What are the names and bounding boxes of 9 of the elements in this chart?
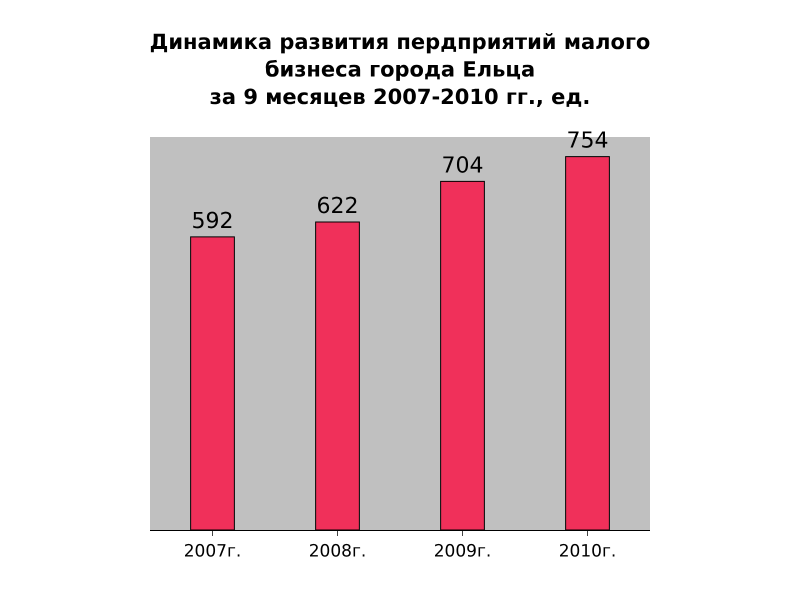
chart-title: Динамика развития пердприятий малого бизнеса города Ельца за 9 месяцев 2007-2010 гг., ед. xyxy=(150,30,650,109)
x-tick-label: 2008г. xyxy=(308,541,366,562)
data-label: 704 xyxy=(442,153,484,178)
data-label: 592 xyxy=(192,208,234,234)
data-label: 754 xyxy=(566,128,609,154)
x-tick-label: 2007г. xyxy=(184,541,242,562)
x-tick-label: 2010г. xyxy=(558,541,616,562)
data-label: 622 xyxy=(316,194,358,220)
x-tick-label: 2009г. xyxy=(434,541,492,562)
